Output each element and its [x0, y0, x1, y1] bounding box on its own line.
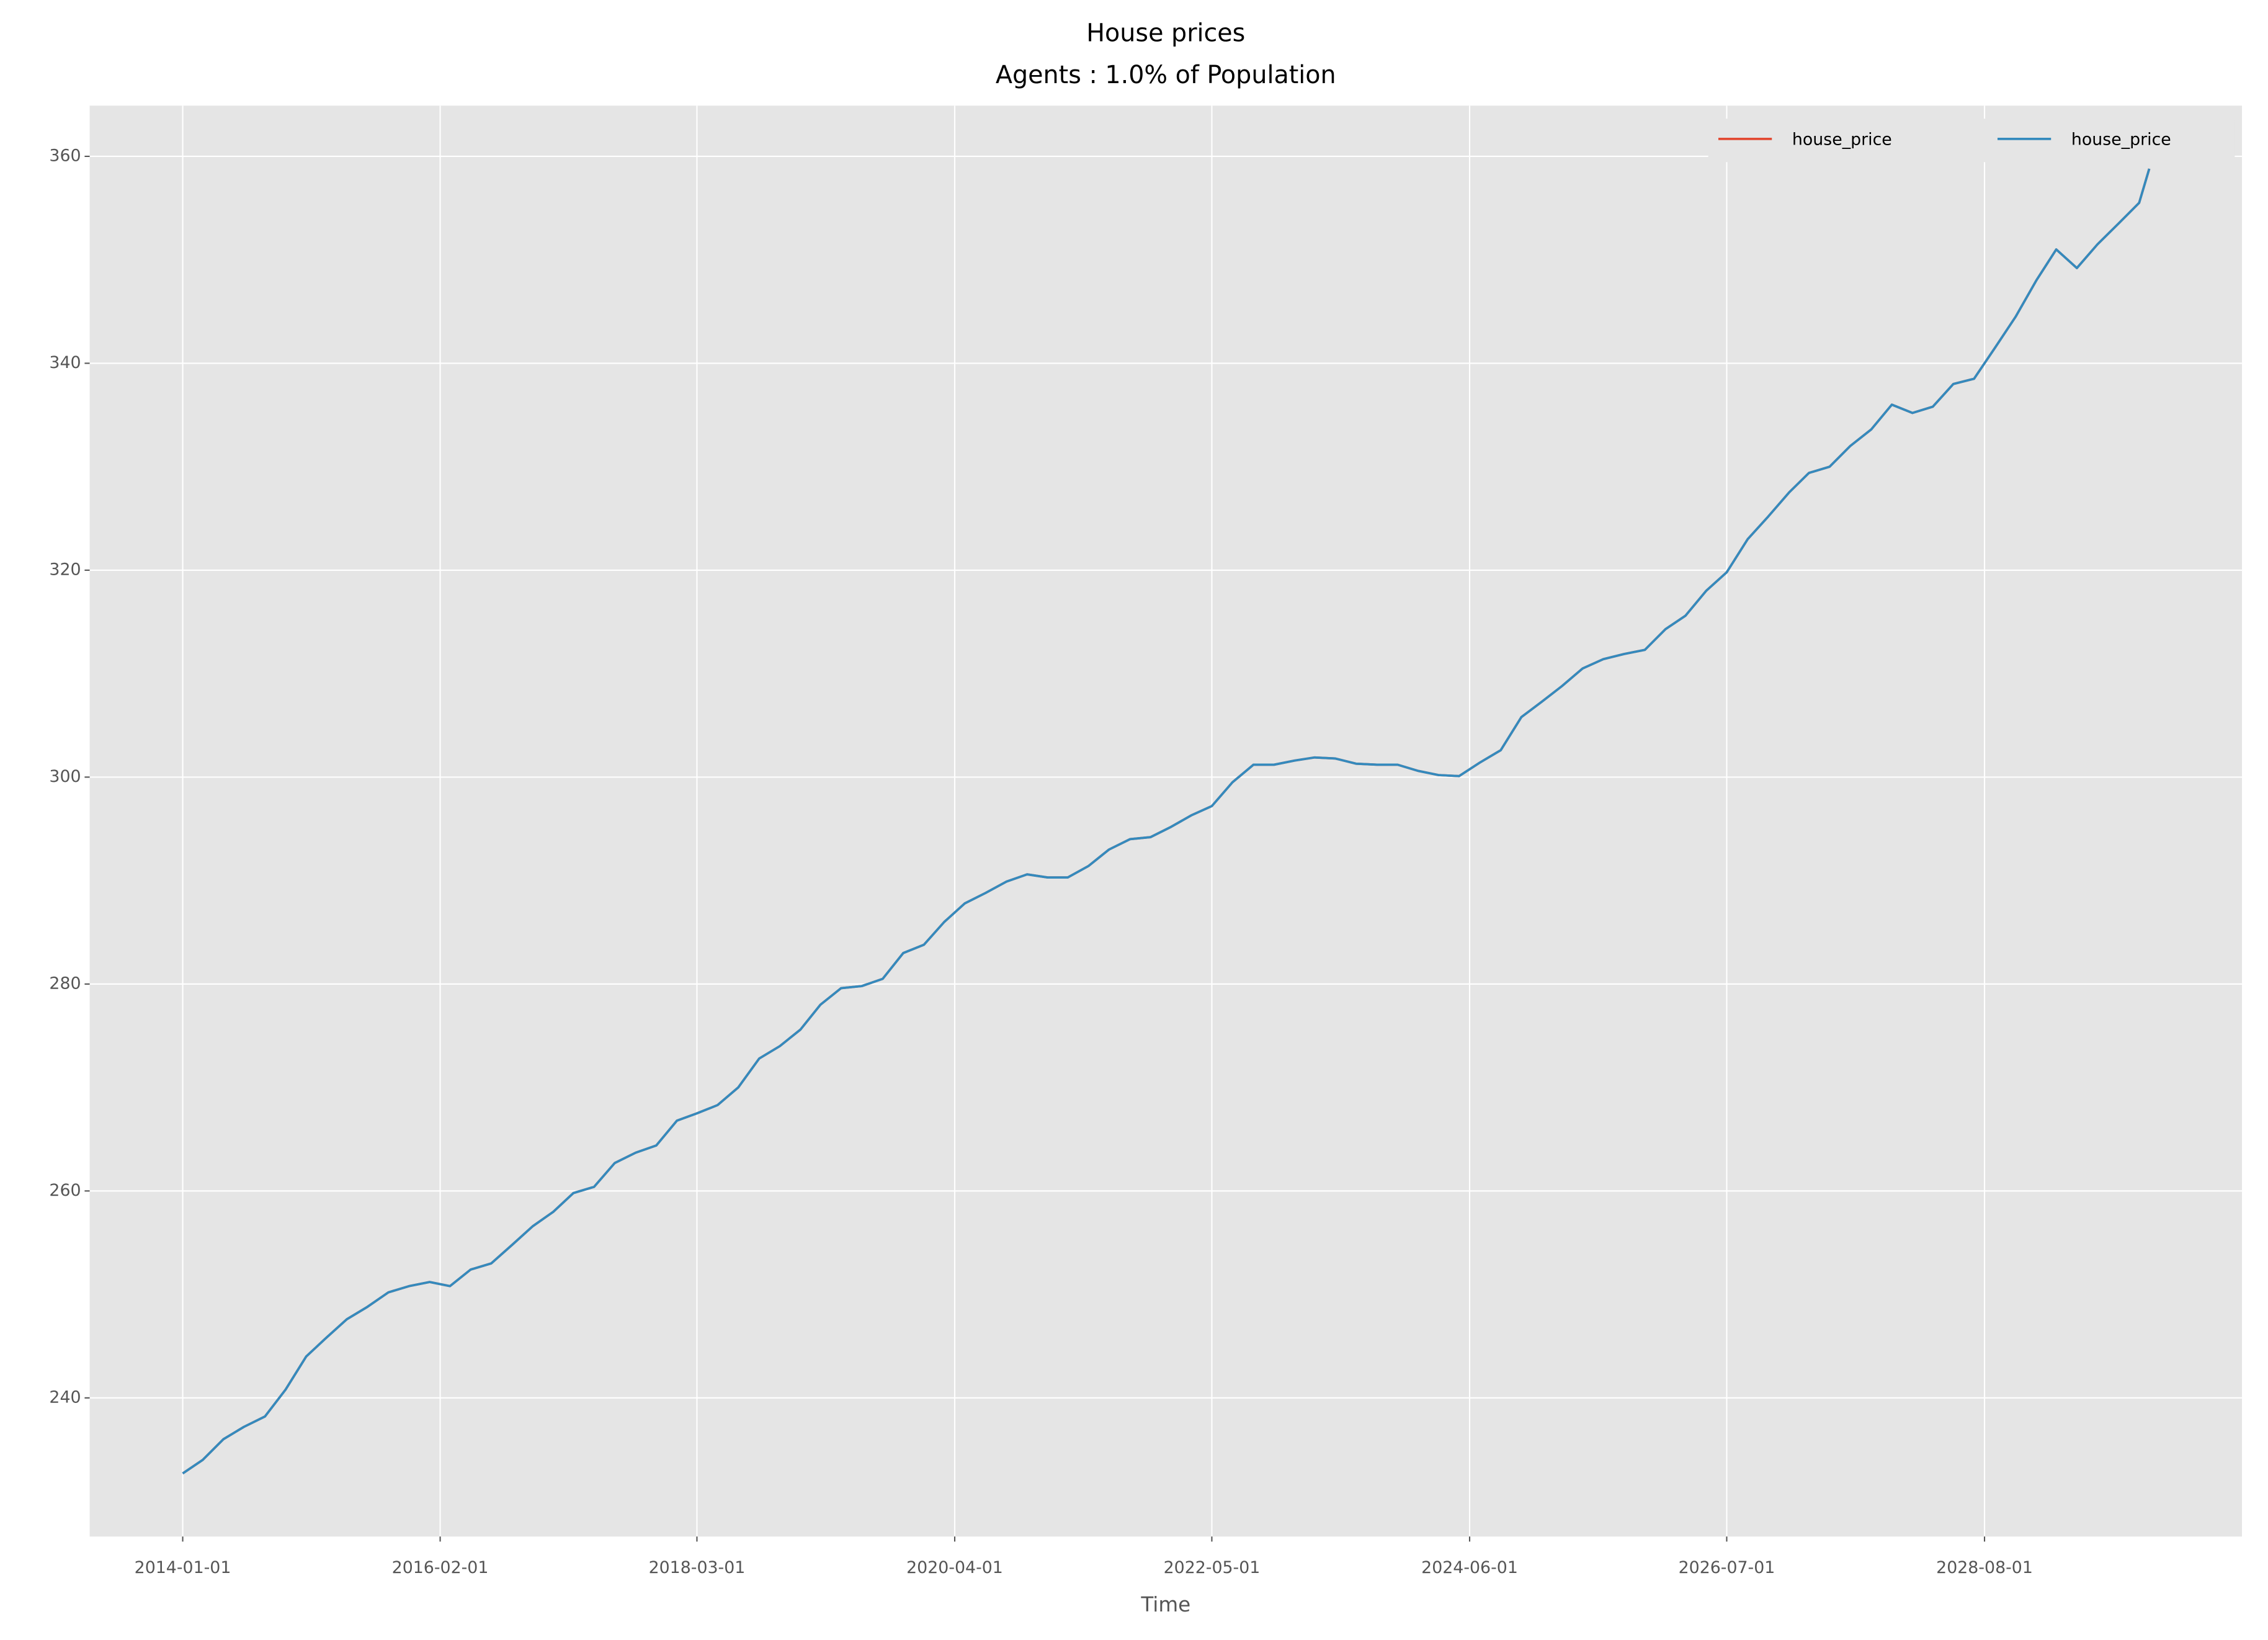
y-tick-label: 320	[49, 560, 81, 579]
plot-area	[89, 105, 2243, 1537]
legend-label: house_price	[1792, 130, 1892, 150]
x-tick-label: 2014-01-01	[135, 1558, 231, 1577]
x-tick-label: 2020-04-01	[906, 1558, 1003, 1577]
legend-box	[1708, 119, 2235, 163]
y-tick-label: 340	[49, 353, 81, 372]
y-tick-label: 360	[49, 146, 81, 165]
x-tick-label: 2022-05-01	[1164, 1558, 1261, 1577]
chart-title: House prices	[1086, 19, 1245, 48]
x-tick-label: 2024-06-01	[1421, 1558, 1518, 1577]
x-tick-label: 2028-08-01	[1936, 1558, 2033, 1577]
y-tick-label: 240	[49, 1387, 81, 1407]
y-tick-label: 300	[49, 767, 81, 786]
y-tick-label: 280	[49, 974, 81, 993]
x-tick-label: 2018-03-01	[649, 1558, 746, 1577]
data-line	[182, 168, 2151, 1475]
legend: house_price house_price	[1708, 119, 2235, 163]
x-tick-label: 2026-07-01	[1679, 1558, 1775, 1577]
chart-subtitle: Agents : 1.0% of Population	[996, 61, 1336, 89]
x-tick-label: 2016-02-01	[392, 1558, 489, 1577]
legend-label: house_price	[2071, 130, 2171, 150]
x-axis-label: Time	[1140, 1593, 1190, 1616]
y-tick-label: 260	[49, 1181, 81, 1200]
